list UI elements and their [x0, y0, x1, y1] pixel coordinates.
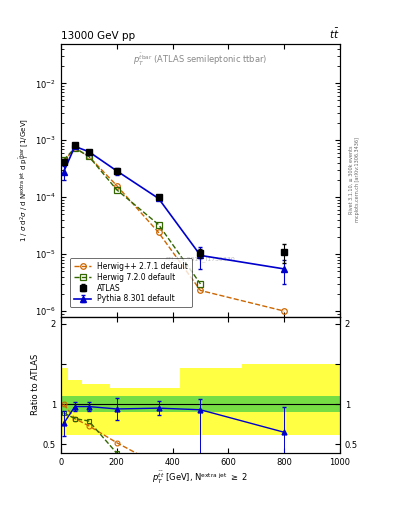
Herwig++ 2.7.1 default: [73, 145, 77, 151]
Y-axis label: 1 / $\sigma$ d$^2\sigma$ / d N$^{\rm extra\ jet}$ d p$_T^{\bar{t}{\rm bar}}$ [1/: 1 / $\sigma$ d$^2\sigma$ / d N$^{\rm ext…: [18, 118, 32, 242]
Text: ATLAS_2019_I1750330: ATLAS_2019_I1750330: [165, 257, 236, 262]
Herwig 7.2.0 default: [198, 281, 203, 287]
Legend: Herwig++ 2.7.1 default, Herwig 7.2.0 default, ATLAS, Pythia 8.301 default: Herwig++ 2.7.1 default, Herwig 7.2.0 def…: [70, 258, 192, 307]
Line: Herwig++ 2.7.1 default: Herwig++ 2.7.1 default: [61, 145, 287, 314]
Text: $t\bar{t}$: $t\bar{t}$: [329, 27, 340, 41]
Herwig++ 2.7.1 default: [61, 159, 66, 165]
Herwig 7.2.0 default: [156, 222, 161, 228]
Text: $p_T^{\bar{t}{\rm bar}}$ (ATLAS semileptonic ttbar): $p_T^{\bar{t}{\rm bar}}$ (ATLAS semilept…: [133, 52, 268, 68]
Herwig++ 2.7.1 default: [114, 182, 119, 188]
Herwig 7.2.0 default: [86, 154, 91, 160]
Y-axis label: Ratio to ATLAS: Ratio to ATLAS: [31, 354, 40, 415]
Herwig++ 2.7.1 default: [198, 287, 203, 293]
Herwig++ 2.7.1 default: [156, 229, 161, 236]
Herwig++ 2.7.1 default: [86, 154, 91, 160]
Y-axis label: Rivet 3.1.10, ≥ 300k events
mcplots.cern.ch [arXiv:1306.3436]: Rivet 3.1.10, ≥ 300k events mcplots.cern…: [349, 138, 360, 223]
X-axis label: $p_T^{\bar{t}\bar{t}}$ [GeV], N$^{\rm extra\ jet}$ $\geq$ 2: $p_T^{\bar{t}\bar{t}}$ [GeV], N$^{\rm ex…: [152, 470, 248, 486]
Line: Herwig 7.2.0 default: Herwig 7.2.0 default: [61, 145, 203, 287]
Herwig 7.2.0 default: [61, 157, 66, 163]
Text: 13000 GeV pp: 13000 GeV pp: [61, 31, 135, 41]
Herwig++ 2.7.1 default: [282, 308, 286, 314]
Herwig 7.2.0 default: [73, 145, 77, 151]
Herwig 7.2.0 default: [114, 187, 119, 193]
